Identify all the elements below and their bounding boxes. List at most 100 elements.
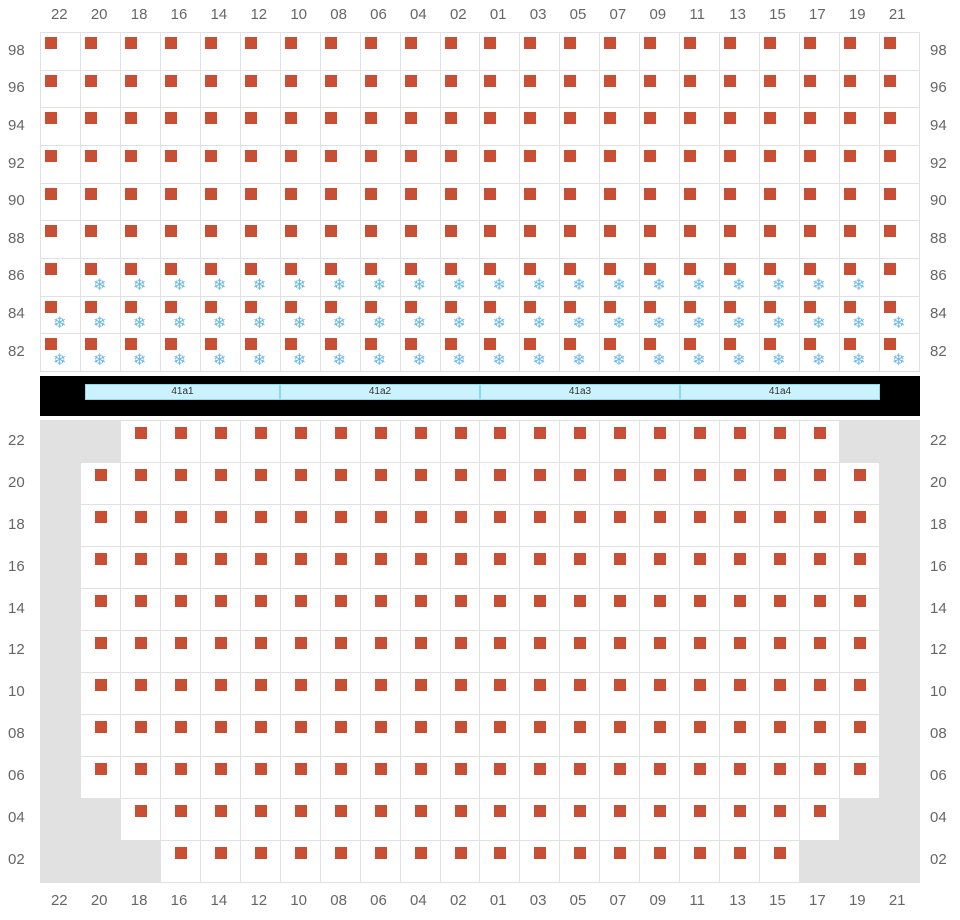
cell[interactable] [81,631,120,672]
cell[interactable] [281,108,320,145]
cell[interactable]: ❄ [321,259,360,296]
cell[interactable] [800,631,839,672]
cell[interactable]: ❄ [361,259,400,296]
cell[interactable] [361,71,400,108]
cell[interactable] [560,221,599,258]
cell[interactable]: ❄ [161,259,200,296]
cell[interactable] [321,463,360,504]
cell[interactable] [560,631,599,672]
cell[interactable] [880,108,919,145]
cell[interactable] [680,463,719,504]
cell[interactable]: ❄ [640,259,679,296]
cell[interactable] [760,799,799,840]
cell[interactable] [241,799,280,840]
cell[interactable]: ❄ [480,297,519,334]
cell[interactable] [840,71,879,108]
cell[interactable] [241,184,280,221]
cell[interactable] [401,221,440,258]
cell[interactable]: ❄ [680,259,719,296]
cell[interactable] [441,108,480,145]
cell[interactable] [640,184,679,221]
cell[interactable] [201,757,240,798]
cell[interactable] [760,505,799,546]
cell[interactable] [81,71,120,108]
cell[interactable] [760,71,799,108]
cell[interactable] [760,221,799,258]
cell[interactable] [201,631,240,672]
cell[interactable]: ❄ [560,297,599,334]
cell[interactable] [480,463,519,504]
cell[interactable] [560,71,599,108]
cell[interactable] [41,221,80,258]
cell[interactable] [241,715,280,756]
cell[interactable]: ❄ [600,259,639,296]
cell[interactable]: ❄ [680,297,719,334]
cell[interactable]: ❄ [760,297,799,334]
cell[interactable] [81,673,120,714]
cell[interactable] [720,146,759,183]
cell[interactable] [121,33,160,70]
cell[interactable] [480,841,519,882]
cell[interactable]: ❄ [321,334,360,371]
cell[interactable] [361,715,400,756]
cell[interactable]: ❄ [800,297,839,334]
section-box[interactable]: 41a4 [680,384,880,400]
cell[interactable] [121,673,160,714]
cell[interactable] [241,108,280,145]
cell[interactable] [720,589,759,630]
cell[interactable]: ❄ [720,297,759,334]
cell[interactable] [680,589,719,630]
cell[interactable] [640,757,679,798]
cell[interactable]: ❄ [760,334,799,371]
cell[interactable] [720,715,759,756]
cell[interactable] [800,463,839,504]
cell[interactable] [81,108,120,145]
cell[interactable] [401,757,440,798]
cell[interactable] [520,715,559,756]
cell[interactable] [241,146,280,183]
cell[interactable]: ❄ [840,259,879,296]
cell[interactable] [201,589,240,630]
cell[interactable] [161,547,200,588]
cell[interactable] [640,799,679,840]
cell[interactable]: ❄ [41,297,80,334]
cell[interactable] [161,146,200,183]
cell[interactable] [520,421,559,462]
cell[interactable]: ❄ [840,297,879,334]
cell[interactable] [201,33,240,70]
cell[interactable] [680,715,719,756]
cell[interactable]: ❄ [241,334,280,371]
cell[interactable] [401,589,440,630]
cell[interactable] [121,757,160,798]
cell[interactable] [840,715,879,756]
cell[interactable] [201,673,240,714]
cell[interactable]: ❄ [640,334,679,371]
cell[interactable] [880,184,919,221]
cell[interactable] [640,589,679,630]
cell[interactable] [161,108,200,145]
cell[interactable] [441,505,480,546]
cell[interactable] [600,547,639,588]
cell[interactable]: ❄ [680,334,719,371]
cell[interactable] [161,841,200,882]
cell[interactable] [480,673,519,714]
cell[interactable]: ❄ [520,334,559,371]
cell[interactable] [560,547,599,588]
cell[interactable] [201,108,240,145]
cell[interactable] [480,33,519,70]
cell[interactable] [800,589,839,630]
cell[interactable] [480,146,519,183]
cell[interactable] [281,221,320,258]
cell[interactable] [161,184,200,221]
cell[interactable] [441,146,480,183]
cell[interactable] [800,146,839,183]
cell[interactable] [680,421,719,462]
cell[interactable] [800,71,839,108]
cell[interactable] [720,108,759,145]
cell[interactable] [401,673,440,714]
cell[interactable] [361,799,400,840]
cell[interactable] [41,33,80,70]
cell[interactable]: ❄ [281,297,320,334]
cell[interactable] [401,108,440,145]
cell[interactable]: ❄ [161,334,200,371]
